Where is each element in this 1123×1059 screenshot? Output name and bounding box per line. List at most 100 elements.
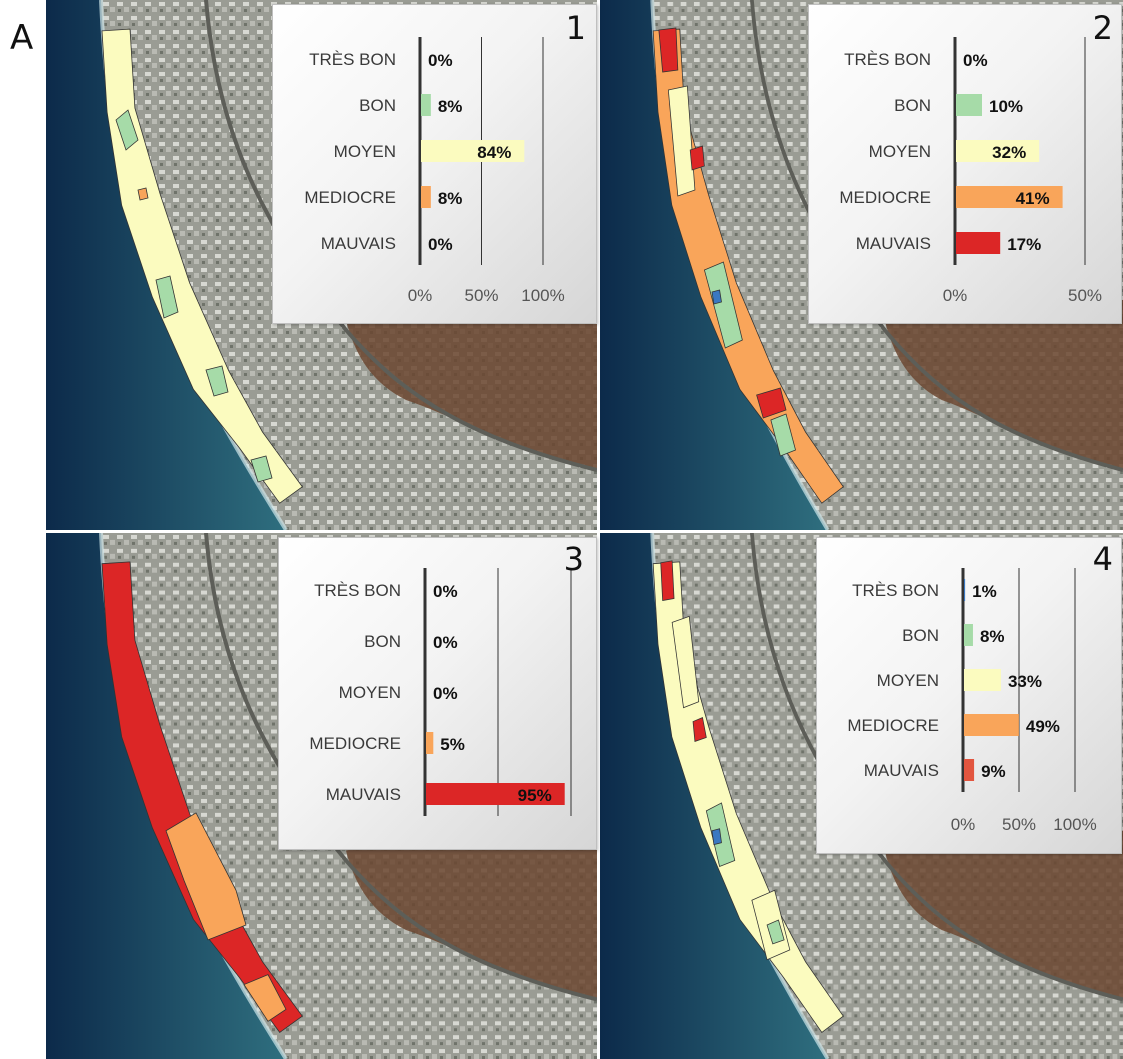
road	[204, 533, 597, 1002]
hillside	[346, 296, 597, 470]
panel-number-1: 1	[565, 9, 586, 47]
value-label: 0%	[433, 582, 458, 601]
bar	[421, 94, 431, 116]
bar	[956, 232, 1001, 254]
category-label: MOYEN	[877, 671, 939, 690]
value-label: 33%	[1008, 672, 1042, 691]
category-label: MOYEN	[334, 142, 396, 161]
beach-zone	[652, 28, 844, 504]
moyen-zone	[671, 615, 700, 709]
bar	[426, 783, 565, 805]
tick-label: 50%	[1068, 286, 1102, 305]
category-label: MEDIOCRE	[304, 188, 396, 207]
tick-label: 100%	[1053, 815, 1096, 834]
tick-label: 0%	[943, 286, 968, 305]
category-label: MEDIOCRE	[847, 716, 939, 735]
mauvais-zone	[756, 387, 787, 419]
tick-label: 50%	[1002, 815, 1036, 834]
value-label: 41%	[1016, 189, 1050, 208]
bar-chart-3: TRÈS BON 0% BON 0% MOYEN 0% MEDIOCRE 5% MAUVAIS 9…	[309, 568, 572, 816]
tick-label: 50%	[464, 286, 498, 305]
bon-zone	[770, 413, 796, 457]
category-label: MEDIOCRE	[839, 188, 931, 207]
value-label: 84%	[477, 143, 511, 162]
value-label: 0%	[433, 633, 458, 652]
value-label: 8%	[438, 97, 463, 116]
category-label: TRÈS BON	[309, 50, 396, 69]
category-label: BON	[894, 96, 931, 115]
category-label: MOYEN	[339, 683, 401, 702]
value-label: 95%	[518, 786, 552, 805]
tres-bon-zone	[711, 289, 722, 305]
hillside	[884, 296, 1123, 470]
category-label: TRÈS BON	[844, 50, 931, 69]
category-label: BON	[364, 632, 401, 651]
value-label: 0%	[433, 684, 458, 703]
value-label: 1%	[972, 582, 997, 601]
ocean	[600, 0, 828, 530]
value-label: 0%	[428, 51, 453, 70]
bar	[964, 624, 973, 646]
ocean	[46, 0, 286, 530]
bon-zone	[766, 919, 785, 945]
value-label: 0%	[428, 235, 453, 254]
category-label: MAUVAIS	[326, 785, 401, 804]
chart-box-3: TRÈS BON 0% BON 0% MOYEN 0% MEDIOCRE 5% MAUVAIS 9…	[278, 537, 597, 850]
bon-zone	[205, 365, 229, 397]
value-label: 49%	[1026, 717, 1060, 736]
bar	[964, 759, 975, 781]
mauvais-zone	[689, 145, 705, 171]
bar	[964, 669, 1001, 691]
beach-zone	[101, 28, 303, 504]
road	[204, 0, 597, 472]
tick-label: 0%	[408, 286, 433, 305]
mediocre-zone	[243, 974, 287, 1022]
bar	[956, 186, 1063, 208]
tres-bon-zone	[711, 828, 722, 846]
category-label: MEDIOCRE	[309, 734, 401, 753]
panel-number-4: 4	[1092, 540, 1113, 578]
value-label: 17%	[1007, 235, 1041, 254]
bar-chart-1: 0% 50% 100% TRÈS BON 0% BON 8% MOYEN 84% MEDIOCRE…	[304, 37, 565, 305]
value-label: 10%	[989, 97, 1023, 116]
hillside	[884, 826, 1123, 1000]
hillside	[346, 826, 597, 1000]
bon-zone	[250, 455, 273, 483]
bon-zone	[155, 275, 179, 319]
mauvais-zone	[660, 560, 675, 601]
bar	[421, 140, 525, 162]
category-label: MOYEN	[869, 142, 931, 161]
value-label: 5%	[440, 735, 465, 754]
moyen-zone	[667, 85, 696, 197]
chart-box-4: 0% 50% 100% TRÈS BON 1% BON 8% MOYEN 33% MEDIOCRE…	[816, 537, 1122, 854]
panel-number-3: 3	[563, 540, 584, 578]
figure-letter: A	[10, 18, 34, 58]
bar	[964, 579, 966, 601]
road	[749, 533, 1123, 1002]
category-label: BON	[359, 96, 396, 115]
category-label: MAUVAIS	[856, 234, 931, 253]
bar	[956, 140, 1040, 162]
ocean	[600, 533, 828, 1059]
bar	[426, 732, 434, 754]
category-label: TRÈS BON	[852, 581, 939, 600]
mauvais-zone	[692, 717, 707, 742]
bar-chart-4: 0% 50% 100% TRÈS BON 1% BON 8% MOYEN 33% MEDIOCRE…	[847, 568, 1097, 834]
mediocre-zone	[165, 812, 247, 941]
category-label: MAUVAIS	[864, 761, 939, 780]
bar	[956, 94, 982, 116]
mediocre-zone	[137, 187, 149, 201]
ocean	[46, 533, 286, 1059]
mauvais-zone	[658, 27, 679, 73]
tick-label: 0%	[951, 815, 976, 834]
road	[749, 0, 1123, 472]
chart-box-2: 0% 50% TRÈS BON 0% BON 10% MOYEN 32% MEDIOCRE 41%…	[808, 4, 1122, 324]
value-label: 8%	[438, 189, 463, 208]
category-label: MAUVAIS	[321, 234, 396, 253]
bon-zone	[115, 109, 139, 151]
chart-box-1: 0% 50% 100% TRÈS BON 0% BON 8% MOYEN 84% MEDIOCRE…	[272, 4, 597, 324]
value-label: 9%	[981, 762, 1006, 781]
panel-number-2: 2	[1092, 9, 1113, 47]
bar	[421, 186, 431, 208]
value-label: 32%	[992, 143, 1026, 162]
